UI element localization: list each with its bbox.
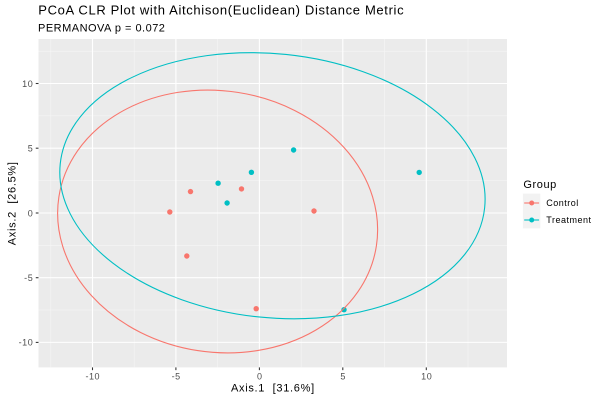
svg-text:Axis.1 [31.6%]: Axis.1 [31.6%] xyxy=(231,382,315,394)
svg-text:5: 5 xyxy=(28,144,34,154)
svg-text:10: 10 xyxy=(22,79,33,89)
svg-text:0: 0 xyxy=(28,208,34,218)
svg-text:PCoA CLR Plot with Aitchison(E: PCoA CLR Plot with Aitchison(Euclidean) … xyxy=(38,3,404,18)
svg-text:-5: -5 xyxy=(172,372,181,382)
svg-text:10: 10 xyxy=(421,372,432,382)
svg-text:5: 5 xyxy=(340,372,346,382)
svg-text:-10: -10 xyxy=(85,372,100,382)
svg-text:Axis.2 [26.5%]: Axis.2 [26.5%] xyxy=(7,161,19,245)
svg-text:Control: Control xyxy=(546,198,579,208)
svg-text:-5: -5 xyxy=(24,273,33,283)
svg-text:Group: Group xyxy=(523,179,556,191)
svg-text:0: 0 xyxy=(257,372,263,382)
svg-text:Treatment: Treatment xyxy=(546,215,591,225)
svg-text:-10: -10 xyxy=(19,338,34,348)
svg-text:PERMANOVA p = 0.072: PERMANOVA p = 0.072 xyxy=(38,23,165,35)
